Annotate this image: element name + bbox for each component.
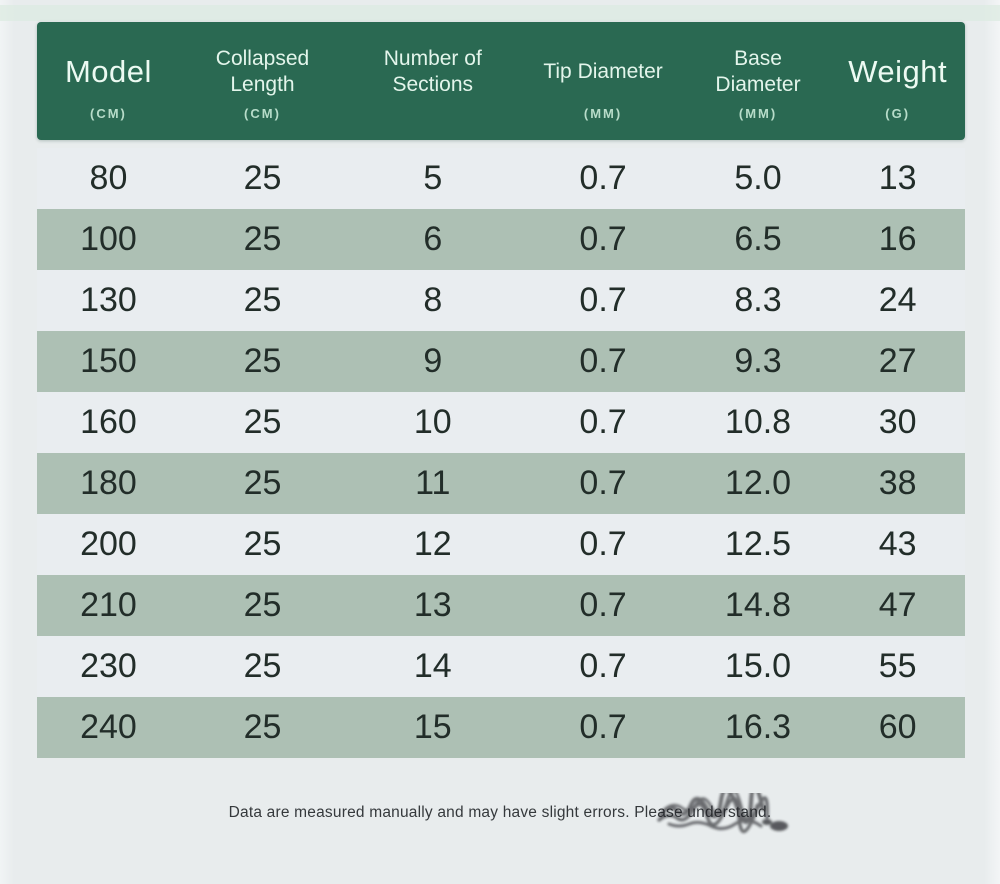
table-cell: 100 <box>80 220 137 258</box>
table-cell: 8 <box>423 281 443 319</box>
table-cell: 210 <box>80 586 137 624</box>
table-cell: 230 <box>80 647 137 685</box>
table-row: 180 25 11 0.7 12.0 38 <box>37 453 965 514</box>
table-row: 210 25 13 0.7 14.8 47 <box>37 575 965 636</box>
table-cell: 180 <box>80 464 137 502</box>
table-cell: 25 <box>243 159 282 197</box>
table-cell: 13 <box>878 159 917 197</box>
table-cell: 150 <box>80 342 137 380</box>
table-cell: 25 <box>243 708 282 746</box>
table-cell: 9 <box>423 342 443 380</box>
table-cell: 0.7 <box>579 159 627 197</box>
column-header-model: Model (CM) <box>37 22 180 140</box>
table-cell: 0.7 <box>579 464 627 502</box>
table-cell: 38 <box>878 464 917 502</box>
table-cell: 8.3 <box>734 281 782 319</box>
table-row: 160 25 10 0.7 10.8 30 <box>37 392 965 453</box>
table-cell: 0.7 <box>579 586 627 624</box>
table-cell: 12.0 <box>724 464 792 502</box>
table-cell: 10.8 <box>724 403 792 441</box>
table-row: 100 25 6 0.7 6.5 16 <box>37 209 965 270</box>
table-cell: 0.7 <box>579 708 627 746</box>
table-cell: 14 <box>413 647 452 685</box>
table-cell: 0.7 <box>579 281 627 319</box>
table-cell: 55 <box>878 647 917 685</box>
column-label: Collapsed Length <box>215 46 310 96</box>
table-cell: 0.7 <box>579 525 627 563</box>
spec-table: Model (CM) Collapsed Length (CM) Number … <box>37 22 965 758</box>
column-unit: (MM) <box>738 106 778 121</box>
column-unit: (CM) <box>90 106 127 121</box>
table-cell: 12 <box>413 525 452 563</box>
table-cell: 60 <box>878 708 917 746</box>
table-cell: 10 <box>413 403 452 441</box>
table-row: 130 25 8 0.7 8.3 24 <box>37 270 965 331</box>
column-header-tip-diameter: Tip Diameter (MM) <box>520 22 685 140</box>
column-unit: (G) <box>885 106 911 121</box>
table-cell: 130 <box>80 281 137 319</box>
table-cell: 25 <box>243 281 282 319</box>
table-row: 200 25 12 0.7 12.5 43 <box>37 514 965 575</box>
table-cell: 0.7 <box>579 403 627 441</box>
column-header-base-diameter: Base Diameter (MM) <box>686 22 831 140</box>
column-unit: (MM) <box>583 106 623 121</box>
table-body: 80 25 5 0.7 5.0 13 100 25 6 0.7 6.5 16 1… <box>37 148 965 758</box>
column-label: Weight <box>848 53 948 89</box>
table-cell: 25 <box>243 220 282 258</box>
table-cell: 30 <box>878 403 917 441</box>
table-cell: 43 <box>878 525 917 563</box>
table-cell: 15.0 <box>724 647 792 685</box>
table-cell: 25 <box>243 525 282 563</box>
column-label: Model <box>64 53 152 89</box>
table-cell: 25 <box>243 647 282 685</box>
table-cell: 12.5 <box>724 525 792 563</box>
table-header: Model (CM) Collapsed Length (CM) Number … <box>37 22 965 140</box>
table-row: 80 25 5 0.7 5.0 13 <box>37 148 965 209</box>
column-header-weight: Weight (G) <box>830 22 965 140</box>
table-cell: 24 <box>878 281 917 319</box>
table-cell: 5.0 <box>734 159 782 197</box>
table-cell: 14.8 <box>724 586 792 624</box>
table-cell: 80 <box>89 159 128 197</box>
table-cell: 15 <box>413 708 452 746</box>
footnote: Data are measured manually and may have … <box>0 793 1000 834</box>
table-cell: 16.3 <box>724 708 792 746</box>
table-cell: 0.7 <box>579 647 627 685</box>
table-cell: 11 <box>415 464 451 502</box>
top-accent-band <box>0 5 1000 21</box>
table-cell: 240 <box>80 708 137 746</box>
table-cell: 16 <box>878 220 917 258</box>
table-row: 230 25 14 0.7 15.0 55 <box>37 636 965 697</box>
column-label: Base Diameter <box>715 46 801 96</box>
column-header-number-of-sections: Number of Sections <box>345 22 520 140</box>
table-cell: 6.5 <box>734 220 782 258</box>
footnote-text: Data are measured manually and may have … <box>228 804 772 821</box>
table-cell: 47 <box>878 586 917 624</box>
table-row: 240 25 15 0.7 16.3 60 <box>37 697 965 758</box>
column-label: Tip Diameter <box>543 59 663 83</box>
table-cell: 0.7 <box>579 220 627 258</box>
table-cell: 6 <box>423 220 443 258</box>
table-cell: 13 <box>413 586 452 624</box>
table-cell: 9.3 <box>734 342 782 380</box>
table-cell: 5 <box>423 159 443 197</box>
column-label: Number of Sections <box>383 46 482 96</box>
column-header-collapsed-length: Collapsed Length (CM) <box>180 22 345 140</box>
table-cell: 200 <box>80 525 137 563</box>
table-cell: 25 <box>243 342 282 380</box>
table-cell: 160 <box>80 403 137 441</box>
table-cell: 27 <box>878 342 917 380</box>
table-row: 150 25 9 0.7 9.3 27 <box>37 331 965 392</box>
column-unit: (CM) <box>244 106 281 121</box>
table-cell: 0.7 <box>579 342 627 380</box>
table-cell: 25 <box>243 403 282 441</box>
table-cell: 25 <box>243 586 282 624</box>
table-cell: 25 <box>243 464 282 502</box>
